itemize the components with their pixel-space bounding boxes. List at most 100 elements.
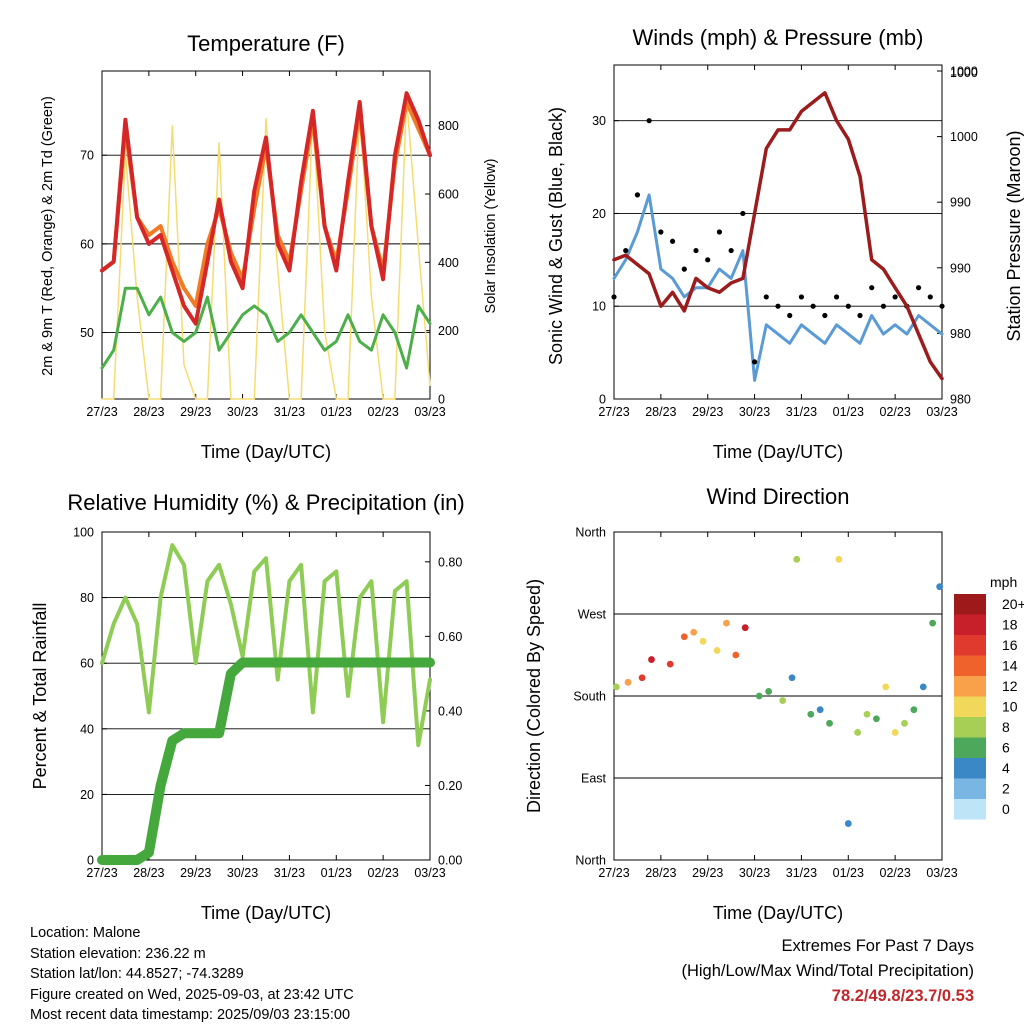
direction-point [788, 674, 796, 682]
gust-point [740, 210, 746, 217]
y-tick-label-left: North [575, 854, 606, 868]
gust-point [939, 303, 945, 309]
winds-panel: Winds (mph) & Pressure (mb) 27/23 28/23 29… [546, 25, 1024, 462]
speed-legend-title: mph [990, 574, 1017, 590]
y-tick-label-left: East [581, 772, 607, 786]
x-tick-label: 03/23 [926, 866, 957, 880]
x-tick-label: 02/23 [368, 405, 399, 419]
x-tick-label: 29/23 [180, 866, 211, 880]
gust-point [623, 247, 629, 254]
x-tick-label: 30/23 [227, 405, 258, 419]
gust-point [857, 312, 863, 319]
legend-label: 10 [1002, 699, 1018, 715]
legend-swatch [954, 737, 986, 758]
y-tick-label-right: 800 [438, 119, 459, 133]
direction-point [666, 660, 674, 668]
y-tick-label-right: 0.80 [438, 555, 462, 569]
legend-label: 2 [1002, 781, 1010, 797]
legend-label: 0 [1002, 801, 1010, 817]
direction-point [648, 656, 655, 663]
winds-xlabel: Time (Day/UTC) [713, 442, 843, 462]
direction-point [910, 706, 918, 714]
humidity-xlabel: Time (Day/UTC) [201, 903, 331, 923]
direction-point [854, 729, 862, 736]
x-tick-label: 03/23 [414, 405, 445, 419]
extremes-values: 78.2/49.8/23.7/0.53 [831, 987, 974, 1005]
legend-label: 20+ [1002, 596, 1024, 612]
gust-point [869, 285, 875, 291]
direction-point [779, 697, 787, 704]
gust-point [705, 257, 711, 263]
y-tick-label-right: 200 [438, 324, 459, 338]
gust-point [611, 294, 617, 300]
legend-swatch [954, 676, 986, 697]
extremes-box: Extremes For Past 7 Days (High/Low/Max W… [681, 934, 974, 1009]
x-tick-label: 31/23 [786, 866, 817, 880]
gust-point [728, 247, 734, 254]
dewpoint-2m-line [100, 286, 432, 370]
winds-ylabel-left: Sonic Wind & Gust (Blue, Black) [546, 107, 566, 365]
legend-label: 18 [1002, 617, 1018, 633]
y-tick-label-left: 0 [599, 393, 606, 407]
y-tick-label-right: 0.60 [438, 630, 462, 644]
y-tick-label-left: 10 [592, 300, 606, 314]
humidity-panel: Relative Humidity (%) & Precipitation (i… [30, 490, 465, 923]
y-tick-label-left: 60 [80, 237, 94, 251]
x-tick-label: 31/23 [274, 405, 305, 419]
gust-point [833, 294, 840, 300]
legend-label: 4 [1002, 760, 1010, 776]
gust-point [751, 359, 758, 365]
x-tick-label: 27/23 [86, 405, 117, 419]
direction-point [793, 555, 801, 563]
humidity-ylabel-left: Percent & Total Rainfall [30, 603, 50, 790]
x-tick-label: 27/23 [86, 866, 117, 880]
gust-point [915, 285, 922, 291]
y-tick-label-right: 990 [950, 261, 971, 275]
legend-swatch [954, 758, 986, 779]
temperature-2m-line [100, 91, 432, 326]
y-tick-label-left: 0 [87, 854, 94, 868]
y-tick-label-left: 20 [80, 788, 94, 802]
y-tick-label-right: 1000 [950, 66, 978, 80]
temperature-ylabel-right: Solar Insolation (Yellow) [483, 158, 499, 313]
sonic-wind-line [612, 193, 944, 382]
direction-point [844, 820, 852, 827]
x-tick-label: 02/23 [368, 866, 399, 880]
x-tick-label: 01/23 [321, 405, 352, 419]
recent-timestamp: Most recent data timestamp: 2025/09/03 2… [30, 1007, 351, 1023]
x-tick-label: 28/23 [133, 866, 164, 880]
direction-point [699, 637, 707, 645]
direction-point [835, 555, 843, 563]
direction-point [713, 647, 721, 654]
y-tick-label-left: 20 [592, 207, 606, 221]
legend-label: 12 [1002, 678, 1018, 694]
y-tick-label-right: 1000 [950, 65, 978, 79]
y-tick-label-right: 980 [950, 393, 971, 407]
speed-legend: 20+ 18 16 14 12 10 8 6 4 2 0 [954, 594, 1024, 820]
x-tick-label: 01/23 [833, 405, 864, 419]
winds-title: Winds (mph) & Pressure (mb) [633, 25, 924, 50]
direction-title: Wind Direction [706, 484, 849, 509]
direction-point [826, 719, 833, 727]
legend-label: 16 [1002, 637, 1018, 653]
x-tick-label: 28/23 [133, 405, 164, 419]
x-tick-label: 30/23 [227, 866, 258, 880]
x-tick-label: 03/23 [414, 866, 445, 880]
x-tick-label: 29/23 [692, 866, 723, 880]
direction-ylabel-left: Direction (Colored By Speed) [524, 579, 544, 813]
gust-point [810, 303, 816, 309]
figure-created: Figure created on Wed, 2025-09-03, at 23… [30, 986, 354, 1003]
x-tick-label: 31/23 [786, 405, 817, 419]
gust-point [798, 294, 805, 300]
x-tick-label: 28/23 [645, 405, 676, 419]
x-tick-label: 31/23 [274, 866, 305, 880]
legend-swatch [954, 696, 986, 717]
gust-point [892, 294, 898, 300]
direction-point [723, 619, 730, 627]
y-tick-label-right: 400 [438, 256, 459, 270]
gust-point [822, 312, 828, 319]
x-tick-label: 02/23 [880, 866, 911, 880]
direction-xlabel: Time (Day/UTC) [713, 903, 843, 923]
direction-point [882, 683, 890, 691]
x-tick-label: 29/23 [692, 405, 723, 419]
